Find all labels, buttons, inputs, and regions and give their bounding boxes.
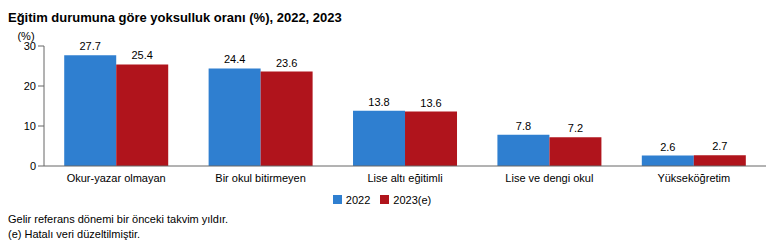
- svg-text:23.6: 23.6: [276, 57, 297, 69]
- svg-text:Bir okul bitirmeyen: Bir okul bitirmeyen: [215, 172, 305, 184]
- html-text:2022: 2022: [345, 194, 371, 206]
- svg-text:25.4: 25.4: [132, 49, 153, 61]
- svg-text:24.4: 24.4: [224, 53, 245, 65]
- svg-text:Lise ve dengi okul: Lise ve dengi okul: [505, 172, 593, 184]
- svg-text:13.6: 13.6: [420, 97, 441, 109]
- html-text:2023(e): 2023(e): [393, 194, 432, 206]
- svg-text:Lise altı eğitimli: Lise altı eğitimli: [367, 172, 442, 184]
- svg-text:0: 0: [30, 160, 36, 172]
- svg-text:2.7: 2.7: [712, 140, 727, 152]
- svg-text:Yükseköğretim: Yükseköğretim: [657, 172, 730, 184]
- svg-text:(%): (%): [17, 30, 34, 42]
- svg-text:10: 10: [24, 120, 36, 132]
- svg-text:20: 20: [24, 80, 36, 92]
- svg-text:27.7: 27.7: [80, 40, 101, 52]
- svg-text:Okur-yazar olmayan: Okur-yazar olmayan: [67, 172, 166, 184]
- svg-text:7.2: 7.2: [568, 122, 583, 134]
- html-text:(e) Hatalı veri düzeltilmiştir: (e) Hatalı veri düzeltilmiştir.: [8, 228, 140, 240]
- html-text:Eğitim durumuna göre yoksulluk: Eğitim durumuna göre yoksulluk oranı (%)…: [8, 10, 342, 25]
- svg-text:13.8: 13.8: [368, 96, 389, 108]
- html-text:Gelir referans dönemi bir önce: Gelir referans dönemi bir önceki takvim …: [8, 213, 229, 225]
- svg-text:7.8: 7.8: [516, 120, 531, 132]
- svg-text:2.6: 2.6: [660, 141, 675, 153]
- svg-text:30: 30: [23, 39, 36, 52]
